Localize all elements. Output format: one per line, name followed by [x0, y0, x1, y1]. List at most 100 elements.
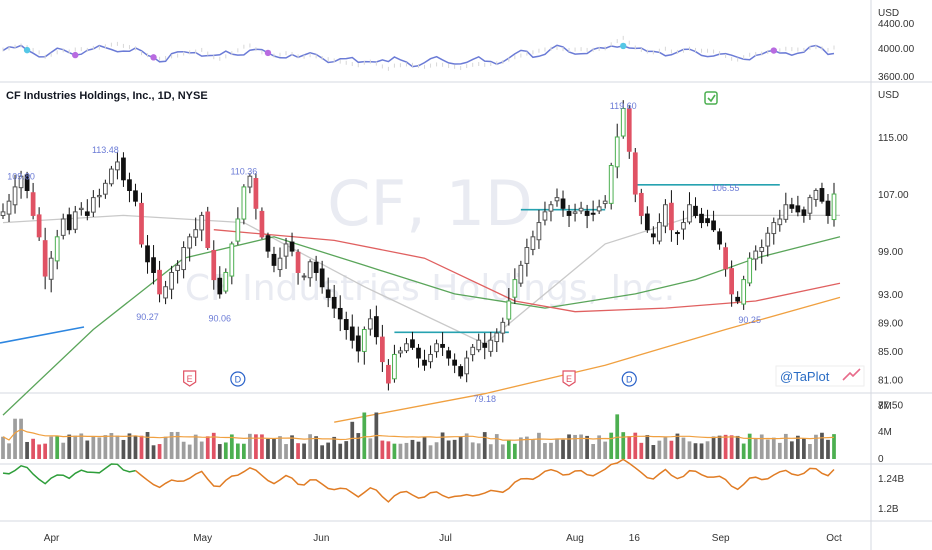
candle: [795, 195, 801, 217]
rs-shadow: [243, 44, 245, 49]
rs-shadow: [122, 43, 124, 48]
rs-shadow: [562, 47, 564, 52]
candle: [247, 173, 253, 194]
candle: [223, 268, 229, 294]
candle-body: [723, 247, 728, 270]
volume-bar: [832, 434, 836, 459]
volume-bar: [278, 436, 282, 459]
volume-bar: [49, 436, 54, 459]
candle-body: [590, 212, 596, 215]
trendline[interactable]: [0, 326, 85, 344]
candle: [181, 241, 187, 279]
rs-shadow: [466, 64, 468, 69]
check-icon[interactable]: [704, 91, 718, 105]
obv-line: [2, 458, 835, 503]
candle-body: [253, 178, 259, 209]
rs-shadow: [62, 48, 64, 53]
volume-bar: [91, 436, 96, 459]
rs-highlight-dot: [72, 51, 79, 59]
candle-body: [151, 257, 156, 273]
candle-body: [711, 220, 716, 231]
candle: [765, 227, 771, 257]
candle-body: [524, 247, 530, 264]
candle-body: [0, 211, 6, 217]
candle: [578, 201, 584, 215]
rs-shadow: [779, 48, 781, 53]
candle-body: [416, 347, 421, 359]
candle-body: [133, 190, 138, 202]
rs-shadow: [634, 45, 636, 50]
candle-body: [66, 214, 72, 231]
candle-body: [446, 350, 451, 359]
dividend-shape: [621, 371, 637, 387]
volume-bar: [687, 441, 692, 459]
candle-body: [211, 249, 217, 281]
candle-body: [6, 200, 12, 215]
price-axis-unit: USD: [878, 90, 899, 101]
price-tick-6: 81.00: [878, 375, 903, 386]
volume-bar: [248, 433, 252, 459]
candle: [440, 332, 445, 356]
earnings-shape: [183, 370, 197, 387]
candle: [705, 209, 710, 227]
volume-bar: [235, 443, 240, 459]
candle: [488, 331, 494, 357]
rs-shadow: [658, 48, 660, 53]
rs-shadow: [652, 50, 654, 55]
volume-bar: [229, 434, 234, 459]
rs-shadow: [110, 42, 112, 47]
rs-shadow: [147, 53, 149, 58]
rs-shadow: [695, 47, 696, 52]
volume-bar: [512, 443, 517, 459]
candle: [452, 353, 457, 374]
volume-bar: [573, 434, 577, 459]
rs-line-panel: [2, 35, 835, 71]
candle-body: [681, 222, 686, 230]
rs-shadow: [141, 51, 142, 56]
candle-body: [163, 286, 168, 299]
price-tick-7: 77.50: [878, 400, 903, 411]
rs-shadow: [418, 64, 419, 69]
candle-body: [669, 202, 674, 231]
candle-body: [127, 179, 132, 191]
rs-shadow: [682, 48, 684, 53]
candle: [380, 324, 385, 372]
rs-shadow: [610, 42, 612, 47]
candle: [831, 182, 837, 227]
volume-bar: [211, 432, 216, 459]
candle-body: [295, 251, 301, 273]
obv-line-down: [135, 458, 835, 503]
candle-body: [705, 218, 710, 224]
dividend-label: D: [235, 375, 242, 385]
candle-body: [96, 194, 102, 198]
rs-shadow: [32, 47, 34, 52]
rs-shadow: [321, 55, 323, 60]
price-annotation: 79.18: [473, 394, 496, 404]
candle: [277, 247, 283, 277]
rs-shadow: [249, 43, 251, 48]
candle: [386, 359, 391, 391]
volume-bar: [446, 440, 451, 459]
volume-bar: [699, 443, 704, 459]
earnings-label: E: [566, 374, 572, 384]
candle: [644, 206, 650, 233]
volume-bar: [789, 441, 794, 459]
candle: [30, 182, 36, 220]
rs-shadow: [387, 66, 389, 71]
rs-shadow: [490, 62, 492, 67]
candle-body: [349, 326, 355, 341]
volume-bar: [681, 437, 686, 459]
candle: [60, 213, 66, 240]
candle: [458, 364, 464, 379]
volume-bar: [175, 431, 180, 459]
candle: [500, 317, 506, 343]
candle-body: [518, 264, 524, 284]
candle-body: [506, 300, 512, 320]
candle-body: [777, 218, 783, 226]
price-annotation: 110.36: [230, 166, 257, 176]
x-label-16: 16: [629, 533, 641, 544]
top-tick-2: 3600.00: [878, 72, 915, 83]
volume-bar: [115, 435, 120, 459]
volume-bar: [603, 441, 608, 459]
candle: [24, 171, 30, 199]
